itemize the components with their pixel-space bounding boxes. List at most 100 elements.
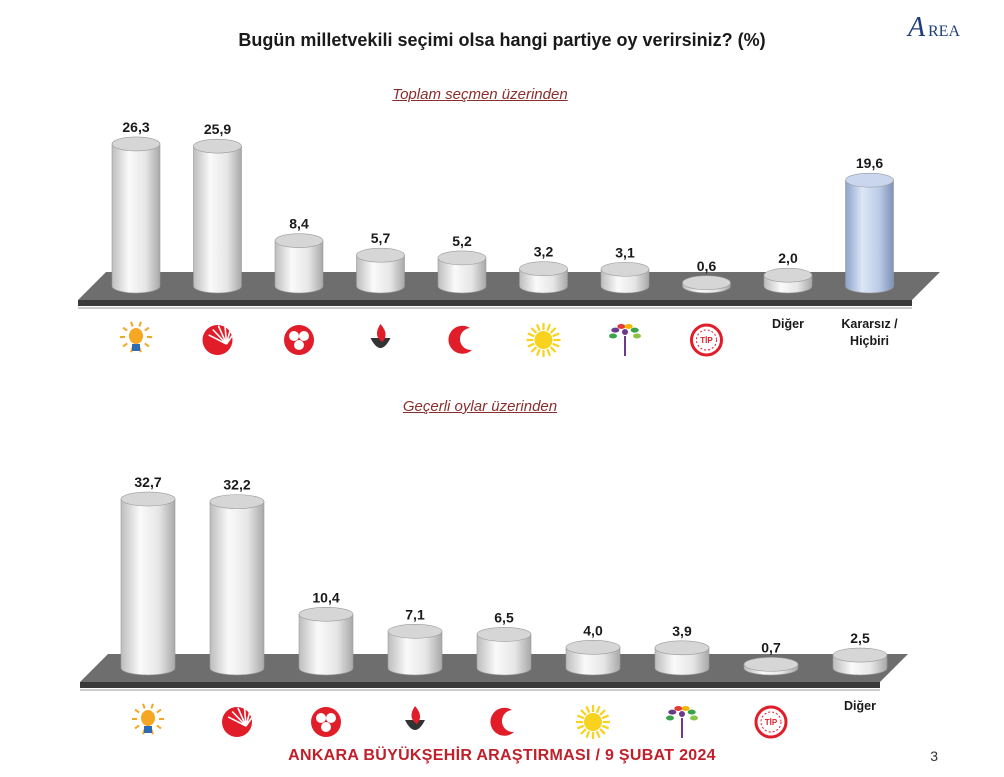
bar-top [476,627,532,642]
mhp-party-logo-icon [311,707,341,737]
zp-party-logo-icon [526,323,561,357]
bar [193,138,242,294]
chp-party-logo-icon [222,705,258,737]
bar-top [845,172,894,188]
yrp-party-logo-icon [490,707,514,736]
page-title: Bugün milletvekili seçimi olsa hangi par… [238,30,766,50]
bar-body [298,613,354,676]
data-label: 2,5 [850,630,870,646]
data-label: 4,0 [583,622,603,638]
data-label: 2,0 [778,250,798,266]
bar [298,606,354,676]
yrp-party-logo-icon [448,325,472,354]
dem-party-logo-icon [666,705,698,738]
tip-party-logo-icon: TİP [690,323,723,357]
chart-valid-votes: 32,7 32,2 10,4 7,1 6,5 4,0 3,9 0,7 TİP 2,5 Diğer [80,474,908,739]
bar [565,640,621,676]
zp-party-logo-icon [576,705,610,739]
chart-floor-edge [80,682,880,688]
bar-top [387,624,443,639]
bar-top [832,647,888,663]
area-logo-rest: REA [928,23,960,40]
category-label: Kararsız / Hiçbiri [841,317,898,348]
chart-floor-edge [78,300,912,306]
bar-body [476,634,532,676]
data-label: 7,1 [405,606,425,622]
bar-top [565,640,621,655]
akp-party-logo-icon [120,321,152,353]
data-label: 8,4 [289,216,309,232]
page-number: 3 [930,748,938,764]
bar [111,136,161,294]
svg-text:TİP: TİP [700,336,713,345]
bar-top [682,275,731,291]
bar [845,172,894,294]
bar-top [120,491,176,507]
data-label: 5,7 [371,230,391,246]
bar [476,627,532,676]
bar [274,233,324,294]
chart1-subtitle: Toplam seçmen üzerinden [392,86,568,103]
bar-body [437,257,487,294]
bar-top [111,136,161,152]
bar-body [209,501,265,676]
bar-body [845,179,894,294]
bar [437,250,487,294]
bar-body [654,647,710,676]
area-logo-a: A [906,12,926,43]
bar [387,624,443,676]
data-label: 3,2 [534,244,554,260]
data-label: 26,3 [122,119,149,135]
footer-survey-title: ANKARA BÜYÜKŞEHİR ARAŞTIRMASI / 9 ŞUBAT … [288,747,716,764]
data-label: 0,6 [697,258,717,274]
bar-top [743,657,799,672]
dem-party-logo-icon [609,323,641,356]
iyi-party-logo-icon [370,324,391,348]
bar-top [654,640,710,656]
bar-top [274,233,324,248]
bar-top [519,261,568,277]
akp-party-logo-icon [132,703,164,735]
mhp-party-logo-icon [284,325,314,355]
bar-body [387,631,443,676]
chp-party-logo-icon [202,323,239,355]
data-label: 32,7 [134,474,161,490]
data-label: 32,2 [223,477,250,493]
iyi-party-logo-icon [405,706,425,730]
data-label: 6,5 [494,609,514,625]
data-label: 25,9 [204,121,231,137]
bar-top [356,247,405,263]
data-label: 10,4 [312,589,339,605]
data-label: 5,2 [452,233,472,249]
bar-body [120,498,176,676]
data-label: 3,1 [615,244,635,260]
bar [120,491,176,676]
bar [763,267,813,294]
bar-top [298,606,354,622]
bar-body [356,254,405,294]
bar [654,640,710,676]
svg-text:TİP: TİP [765,718,778,727]
bar [519,261,568,294]
data-label: 3,9 [672,623,692,639]
tip-party-logo-icon: TİP [754,705,788,739]
bar [682,275,731,294]
bar-body [111,143,161,294]
category-label: Diğer [844,699,876,713]
bar [356,247,405,294]
category-label: Diğer [772,317,804,331]
data-label: 19,6 [856,155,883,171]
bar-body [274,240,324,294]
area-logo: A REA [906,12,960,43]
bar-top [600,261,650,277]
data-label: 0,7 [761,639,781,655]
bar-body [193,145,242,294]
bar-top [209,494,265,509]
bar [743,657,799,676]
bar-top [437,250,487,266]
chart-total-voters: 26,3 25,9 8,4 5,7 5,2 3,2 3,1 0,6 TİP 2,0 Diğer 19,… [78,119,940,357]
chart2-subtitle: Geçerli oylar üzerinden [402,398,558,415]
bar [832,647,888,676]
bar [209,494,265,676]
bar-top [193,138,242,154]
